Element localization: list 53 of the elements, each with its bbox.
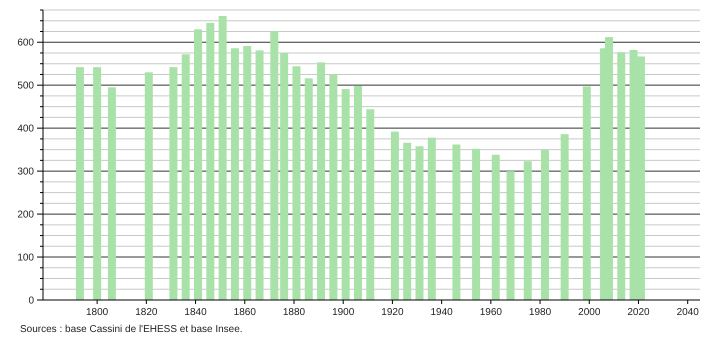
bar [144,72,153,300]
bar [582,86,591,300]
y-tick-label: 400 [17,124,34,135]
x-tick-label: 1940 [430,307,454,318]
bar [329,74,338,300]
bar [206,22,214,300]
bar [256,50,264,300]
bar [492,154,500,300]
bar [390,132,399,300]
bar [194,29,202,300]
bar [415,146,424,300]
x-tick-label: 1880 [282,307,306,318]
source-note: Sources : base Cassini de l'EHESS et base Insee. [20,324,243,335]
x-tick-label: 1820 [135,307,158,318]
bar [230,48,239,300]
bar [560,134,569,300]
bar [218,16,227,300]
y-tick-label: 100 [17,252,34,264]
bar [169,67,178,300]
x-tick-label: 1920 [381,307,404,318]
bar [366,109,374,300]
bar [472,148,480,300]
bar [243,46,252,300]
bar [317,62,326,300]
x-tick-label: 1860 [234,307,256,318]
x-tick-label: 1800 [86,307,109,318]
bar [108,87,116,300]
y-tick-label: 500 [17,80,34,92]
x-tick-label: 1980 [528,307,552,318]
bar [304,78,313,300]
x-tick-label: 1960 [480,307,502,318]
bar [506,171,515,300]
x-tick-label: 1840 [184,307,208,318]
bar [617,52,626,300]
y-tick-label: 0 [28,296,34,306]
bar [524,161,532,300]
y-tick-label: 200 [17,210,34,221]
x-tick-label: 2040 [676,307,700,318]
x-tick-label: 2000 [578,307,601,318]
bar [452,144,460,300]
bar [76,67,84,300]
bar [428,138,436,300]
bar [540,150,549,300]
bar [403,142,412,300]
x-tick-label: 2020 [627,307,650,318]
bar [354,86,362,300]
bar [342,89,350,300]
bar [93,67,102,300]
bar [292,66,300,300]
bar [182,54,190,300]
x-tick-label: 1900 [332,307,355,318]
y-tick-label: 600 [17,38,34,49]
y-tick-label: 300 [17,166,34,178]
